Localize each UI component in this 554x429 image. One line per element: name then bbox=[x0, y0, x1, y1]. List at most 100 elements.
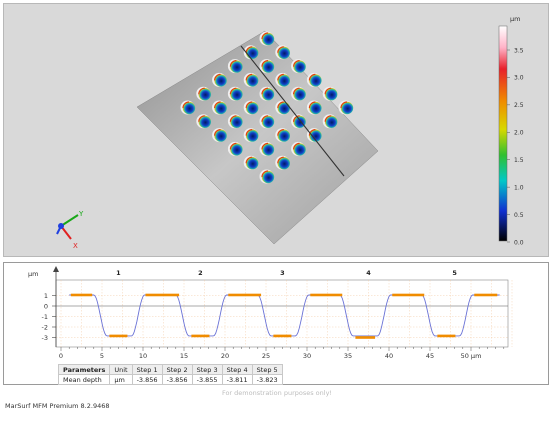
pit bbox=[306, 72, 322, 87]
cell-step-5: -3.823 bbox=[251, 374, 283, 385]
cell-step-1: -3.856 bbox=[131, 374, 163, 385]
pit bbox=[227, 59, 243, 74]
profile-x-ticks: 0 5 10 15 20 25 30 35 40 45 50 µm bbox=[59, 347, 505, 360]
colorbar-tick-label: 3.0 bbox=[514, 75, 524, 82]
colorbar-tick-label: 3.5 bbox=[514, 47, 524, 54]
x-tick-label: 5 bbox=[100, 352, 104, 360]
profile-y-unit: µm bbox=[28, 270, 38, 278]
step-segment[interactable] bbox=[145, 293, 180, 297]
pit bbox=[291, 141, 306, 156]
step-segments[interactable] bbox=[70, 293, 498, 339]
step-segment[interactable] bbox=[109, 334, 128, 338]
colorbar-tick-label: 0.0 bbox=[514, 239, 524, 246]
step-markers: 1 2 3 4 5 bbox=[116, 269, 457, 277]
col-unit: Unit bbox=[109, 364, 133, 375]
parameters-table: Parameters Unit Step 1 Step 2 Step 3 Ste… bbox=[57, 364, 283, 385]
pit bbox=[338, 100, 354, 115]
profile-grid bbox=[56, 280, 513, 347]
pit bbox=[212, 72, 227, 87]
pit bbox=[275, 155, 290, 170]
pit bbox=[243, 72, 259, 87]
demo-note: For demonstration purposes only! bbox=[221, 389, 333, 397]
y-tick-label: -2 bbox=[42, 323, 48, 331]
pit-array bbox=[180, 31, 354, 184]
table-row: Mean depth µm -3.856 -3.856 -3.855 -3.81… bbox=[57, 374, 283, 385]
pit bbox=[227, 141, 243, 156]
x-tick-label: 35 bbox=[344, 352, 352, 360]
y-tick-label: -3 bbox=[42, 334, 48, 342]
colorbar-unit: µm bbox=[510, 15, 520, 23]
pit bbox=[196, 86, 211, 101]
colorbar-tick-label: 2.5 bbox=[514, 102, 524, 109]
axis-y-label: Y bbox=[78, 210, 84, 218]
step-segment[interactable] bbox=[273, 334, 292, 338]
step-segment[interactable] bbox=[228, 293, 262, 297]
pit bbox=[259, 114, 275, 129]
parameters-table-header: Parameters Unit Step 1 Step 2 Step 3 Ste… bbox=[57, 364, 283, 375]
step-segment[interactable] bbox=[191, 334, 210, 338]
step-segment[interactable] bbox=[392, 293, 425, 297]
pit bbox=[291, 86, 306, 101]
app-title: MarSurf MFM Premium 8.2.9468 bbox=[5, 402, 110, 410]
pit bbox=[259, 31, 275, 46]
pit bbox=[275, 100, 290, 115]
step-marker-label: 2 bbox=[198, 269, 203, 277]
pit bbox=[275, 72, 290, 87]
step-segment[interactable] bbox=[70, 293, 93, 297]
step-segment[interactable] bbox=[437, 334, 456, 338]
x-tick-label: 20 bbox=[221, 352, 229, 360]
cell-step-4: -3.811 bbox=[221, 374, 253, 385]
step-segment[interactable] bbox=[355, 336, 376, 339]
cell-unit: µm bbox=[109, 374, 133, 385]
cell-step-3: -3.855 bbox=[191, 374, 223, 385]
x-tick-label: 25 bbox=[262, 352, 270, 360]
step-marker-label: 1 bbox=[116, 269, 121, 277]
x-tick-label: 40 bbox=[385, 352, 393, 360]
step-segment[interactable] bbox=[310, 293, 343, 297]
y-tick-label: 1 bbox=[44, 292, 48, 300]
surface-3d-view[interactable]: Y X µm 3.5 3.0 2.5 2.0 1.5 1.0 0.5 0.0 bbox=[3, 3, 549, 257]
pit bbox=[243, 128, 259, 143]
pit bbox=[306, 100, 322, 115]
x-tick-label: 10 bbox=[139, 352, 147, 360]
y-tick-label: 0 bbox=[44, 302, 48, 310]
profile-y-ticks: 1 0 -1 -2 -3 bbox=[42, 292, 56, 342]
pit bbox=[275, 128, 290, 143]
col-step-3: Step 3 bbox=[191, 364, 223, 375]
pit bbox=[212, 100, 227, 115]
step-segment[interactable] bbox=[474, 293, 498, 297]
profile-cut-line[interactable] bbox=[240, 45, 345, 177]
cell-parameter: Mean depth bbox=[57, 374, 111, 385]
cell-step-2: -3.856 bbox=[161, 374, 193, 385]
x-tick-label: 0 bbox=[59, 352, 63, 360]
colorbar-tick-label: 1.0 bbox=[514, 184, 524, 191]
col-step-5: Step 5 bbox=[251, 364, 283, 375]
step-marker-label: 4 bbox=[366, 269, 371, 277]
step-marker-label: 5 bbox=[452, 269, 457, 277]
pit bbox=[259, 59, 275, 74]
axis-x-label: X bbox=[73, 242, 78, 250]
pit bbox=[291, 114, 306, 129]
x-tick-label: 45 bbox=[426, 352, 434, 360]
pit bbox=[259, 86, 275, 101]
pit bbox=[275, 45, 290, 60]
pit bbox=[243, 100, 259, 115]
surface-3d-canvas[interactable]: Y X µm 3.5 3.0 2.5 2.0 1.5 1.0 0.5 0.0 bbox=[4, 4, 550, 258]
color-scale: µm 3.5 3.0 2.5 2.0 1.5 1.0 0.5 0.0 bbox=[498, 15, 524, 246]
col-step-1: Step 1 bbox=[131, 364, 163, 375]
pit bbox=[306, 128, 322, 143]
col-step-2: Step 2 bbox=[161, 364, 193, 375]
x-tick-label: 50 µm bbox=[461, 352, 482, 360]
colorbar-tick-label: 1.5 bbox=[514, 157, 524, 164]
colorbar-tick-label: 0.5 bbox=[514, 212, 524, 219]
pit bbox=[180, 100, 196, 115]
colorbar-tick-label: 2.0 bbox=[514, 130, 524, 137]
pit bbox=[227, 114, 243, 129]
pit bbox=[243, 155, 259, 170]
pit bbox=[322, 86, 338, 101]
y-tick-label: -1 bbox=[42, 313, 48, 321]
col-parameters: Parameters bbox=[57, 364, 111, 375]
axes-gizmo: Y X bbox=[56, 210, 84, 250]
